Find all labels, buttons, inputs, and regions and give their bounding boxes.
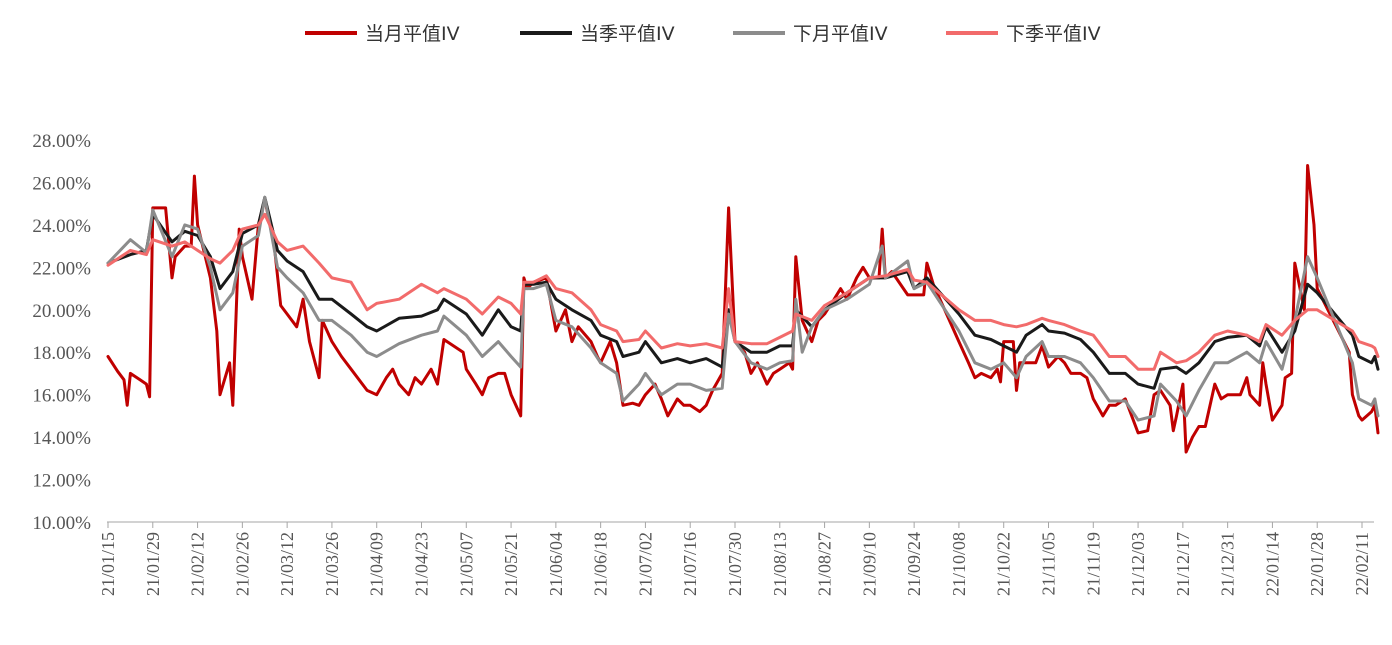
y-tick-label: 28.00%: [32, 131, 91, 152]
legend-item-4: 下季平值IV: [946, 23, 1101, 45]
x-tick-label: 21/12/03: [1128, 532, 1148, 596]
x-tick-label: 21/04/09: [367, 532, 387, 596]
y-tick-label: 20.00%: [32, 301, 91, 322]
series-line-1: [106, 164, 1380, 454]
legend-item-1: 当月平值IV: [305, 23, 460, 45]
y-tick-label: 16.00%: [32, 386, 91, 407]
legend-label: 下季平值IV: [1006, 23, 1101, 45]
y-tick-label: 26.00%: [32, 173, 91, 194]
legend-label: 下月平值IV: [793, 23, 888, 45]
series-layer: [106, 164, 1380, 454]
series-line-3: [106, 195, 1380, 422]
x-tick-label: 21/03/26: [322, 532, 342, 596]
x-tick-label: 21/01/15: [98, 532, 118, 596]
x-tick-label: 21/09/24: [904, 532, 924, 596]
y-tick-label: 24.00%: [32, 216, 91, 237]
legend-item-3: 下月平值IV: [733, 23, 888, 45]
x-tick-label: 21/06/04: [546, 532, 566, 596]
series-line-4: [106, 212, 1380, 371]
legend-label: 当月平值IV: [365, 23, 460, 45]
legend-label: 当季平值IV: [580, 23, 675, 45]
x-tick-label: 21/05/21: [501, 532, 521, 596]
legend-item-2: 当季平值IV: [520, 23, 675, 45]
x-tick-label: 21/11/19: [1083, 532, 1103, 595]
y-tick-label: 22.00%: [32, 258, 91, 279]
x-tick-label: 21/10/22: [994, 532, 1014, 596]
x-tick-label: 21/12/31: [1218, 532, 1238, 596]
x-tick-label: 21/08/13: [770, 532, 790, 596]
y-tick-label: 12.00%: [32, 471, 91, 492]
y-tick-label: 18.00%: [32, 343, 91, 364]
x-tick-label: 21/12/17: [1173, 532, 1193, 596]
x-tick-label: 21/01/29: [143, 532, 163, 596]
y-tick-label: 14.00%: [32, 428, 91, 449]
x-tick-label: 21/09/10: [859, 532, 879, 596]
x-tick-label: 21/05/07: [456, 532, 476, 596]
x-tick-label: 22/02/11: [1352, 532, 1372, 595]
x-tick-label: 22/01/14: [1262, 532, 1282, 596]
x-tick-label: 21/07/16: [680, 532, 700, 596]
y-axis: 10.00% 12.00% 14.00% 16.00% 18.00% 20.00% 22.0…: [32, 131, 91, 534]
x-tick-label: 21/10/08: [949, 532, 969, 596]
x-tick-label: 21/08/27: [815, 532, 835, 596]
x-axis: 21/01/15 21/01/29 21/02/12 21/02/26 21/03/12…: [98, 521, 1374, 596]
y-tick-label: 10.00%: [32, 513, 91, 534]
x-tick-label: 21/11/05: [1039, 532, 1059, 595]
x-tick-label: 21/07/30: [725, 532, 745, 596]
chart-legend: 当月平值IV 当季平值IV 下月平值IV 下季平值IV: [305, 23, 1101, 45]
x-tick-label: 21/06/18: [591, 532, 611, 596]
x-tick-label: 21/02/26: [232, 532, 252, 596]
x-tick-label: 21/07/02: [635, 532, 655, 596]
x-tick-label: 21/03/12: [277, 532, 297, 596]
x-tick-label: 21/02/12: [188, 532, 208, 596]
x-tick-label: 21/04/23: [412, 532, 432, 596]
x-tick-label: 22/01/28: [1307, 532, 1327, 596]
